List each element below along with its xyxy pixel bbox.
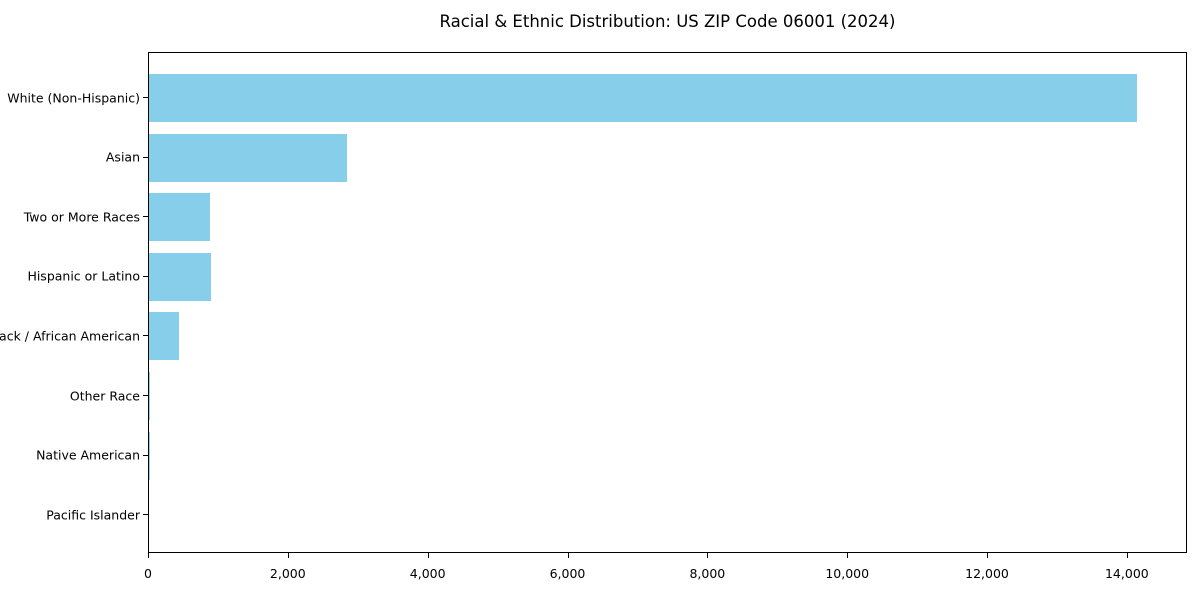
bar-asian <box>149 133 347 182</box>
y-tick-mark <box>143 395 148 396</box>
y-tick-mark <box>143 156 148 158</box>
y-tick-mark <box>143 335 148 337</box>
y-tick-label-hispanic-or-latino: Hispanic or Latino <box>27 268 140 284</box>
y-tick-label-two-or-more-races: Two or More Races <box>23 209 140 225</box>
x-tick-label-4-000: 4,000 <box>409 566 446 581</box>
y-tick-label-pacific-islander: Pacific Islander <box>46 507 140 523</box>
x-tick-mark <box>987 553 989 558</box>
x-tick-mark <box>1126 553 1128 558</box>
x-tick-label-0: 0 <box>144 566 152 581</box>
bar-hispanic-or-latino <box>149 252 211 301</box>
y-tick-label-other-race: Other Race <box>69 388 140 403</box>
y-tick-mark <box>143 97 148 98</box>
x-tick-label-6-000: 6,000 <box>549 566 586 581</box>
chart-title: Racial & Ethnic Distribution: US ZIP Cod… <box>439 12 896 31</box>
bar-other-race <box>149 372 151 420</box>
x-tick-label-14-000: 14,000 <box>1104 566 1149 581</box>
x-tick-mark <box>847 553 849 558</box>
x-tick-mark <box>287 553 289 558</box>
y-tick-label-native-american: Native American <box>36 447 140 463</box>
bar-black-african-american <box>149 312 180 361</box>
x-tick-label-8-000: 8,000 <box>689 566 726 581</box>
y-tick-label-black-african-american: Black / African American <box>0 328 140 344</box>
x-tick-label-12-000: 12,000 <box>965 566 1009 581</box>
y-tick-mark <box>143 216 148 218</box>
x-tick-mark <box>567 553 569 558</box>
y-tick-mark <box>143 514 148 516</box>
y-tick-mark <box>143 454 148 456</box>
x-tick-mark <box>707 553 709 558</box>
bar-two-or-more-races <box>149 193 210 242</box>
x-tick-mark <box>427 553 429 558</box>
x-tick-label-10-000: 10,000 <box>825 566 870 581</box>
y-tick-mark <box>143 275 148 277</box>
bar-white-non-hispanic <box>149 74 1137 122</box>
x-tick-label-2-000: 2,000 <box>269 566 306 581</box>
y-tick-label-asian: Asian <box>105 149 140 165</box>
plot-area <box>148 52 1187 553</box>
x-tick-mark <box>148 553 149 558</box>
y-tick-label-white-non-hispanic: White (Non-Hispanic) <box>7 90 140 105</box>
